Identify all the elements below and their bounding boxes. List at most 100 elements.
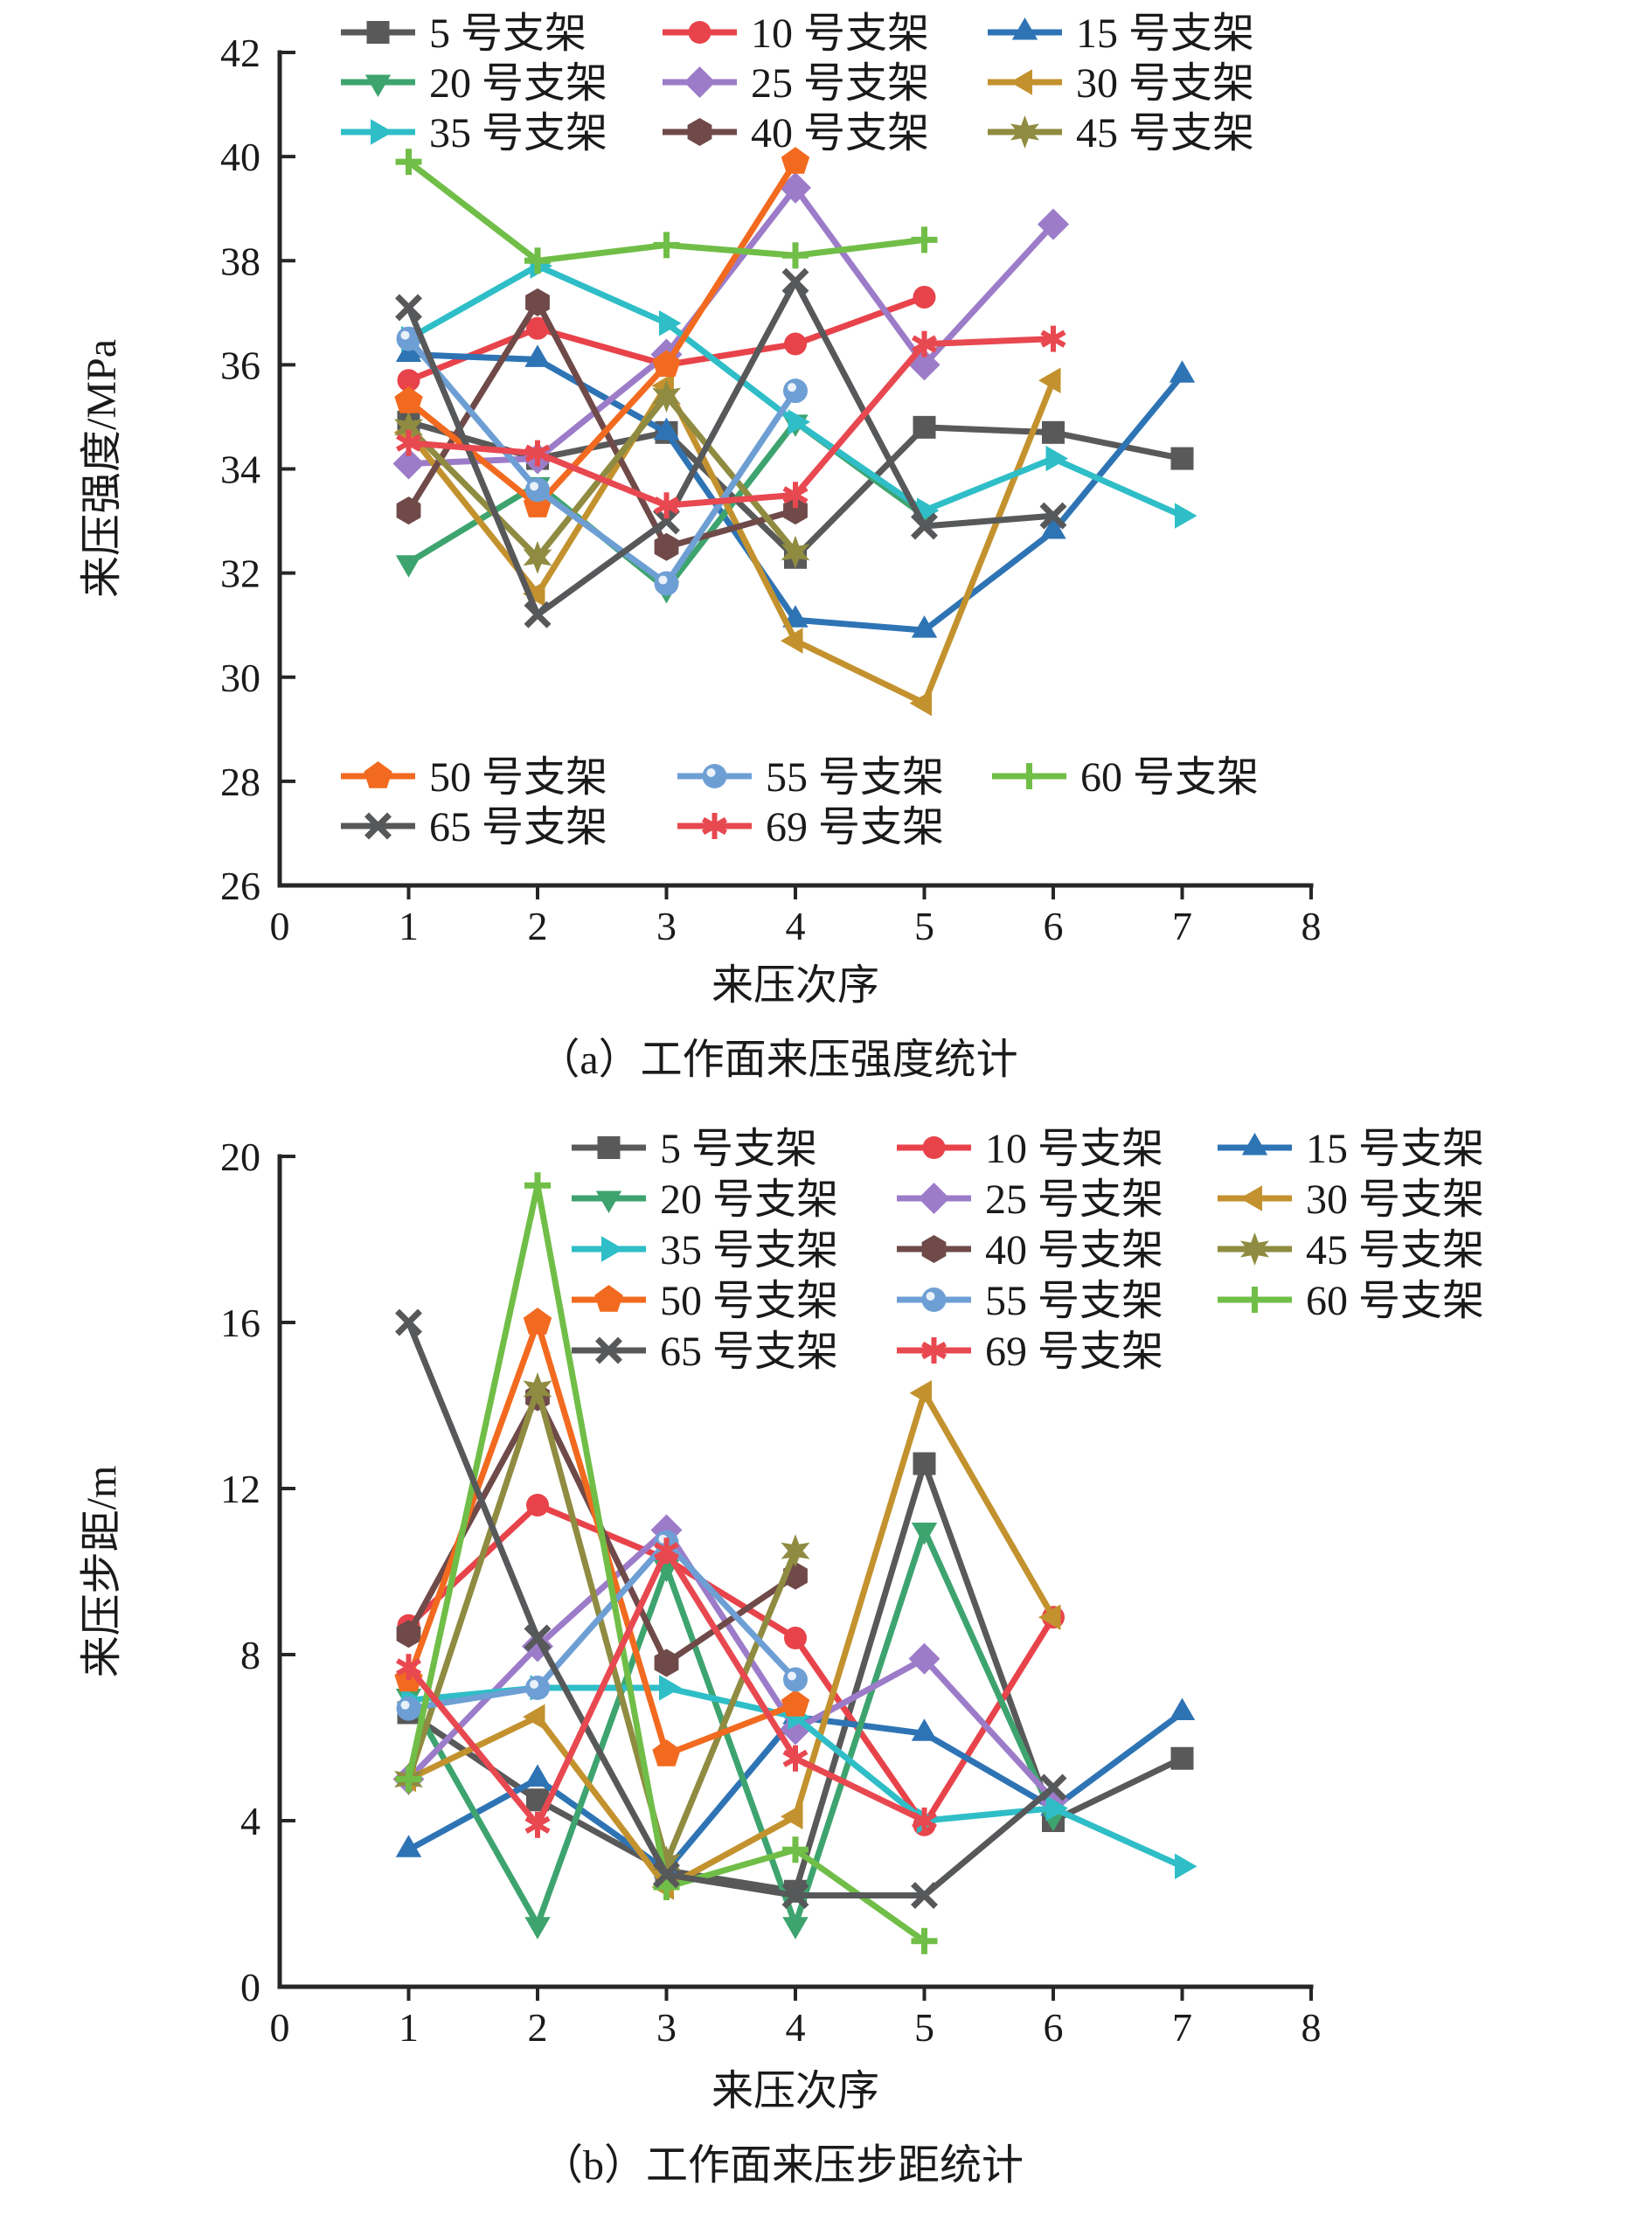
legend-entry-55号支架-label: 55 号支架 [985, 1278, 1163, 1324]
legend-entry-45号支架-marker-star6 [1240, 1232, 1269, 1266]
legend-entry-65号支架-marker-x [595, 1336, 622, 1364]
chart-b-y-tick-label: 0 [240, 1965, 260, 2009]
series-30-point-marker-triangle-left [781, 628, 803, 654]
legend-entry-15号支架-marker-triangle-up [1241, 1133, 1268, 1156]
legend-entry-30号支架-label: 30 号支架 [1306, 1176, 1484, 1223]
series-35-point-marker-triangle-right [1045, 445, 1068, 472]
legend-entry-35号支架-label: 35 号支架 [660, 1227, 838, 1274]
chart-a-y-tick-label: 26 [220, 864, 260, 908]
chart-b-y-tick-label: 20 [220, 1135, 260, 1179]
chart-b-y-tick-label: 16 [220, 1301, 260, 1345]
legend-entry-50号支架-marker-pentagon [364, 761, 392, 788]
series-40-point-marker-hexagon [654, 532, 679, 561]
legend-entry-50号支架-marker-pentagon [594, 1285, 623, 1312]
series-50-point-marker-pentagon [394, 386, 423, 413]
series-line-65号支架 [406, 278, 1057, 618]
chart-a-x-tick-label: 2 [528, 904, 548, 948]
chart-b-y-axis-label: 来压步距/m [79, 1466, 125, 1678]
series-60-point-marker-plus [653, 232, 680, 259]
chart-a-x-tick-label: 6 [1044, 904, 1064, 948]
chart-a-y-tick-label: 34 [220, 448, 260, 492]
series-40-point-marker-hexagon [783, 496, 808, 525]
series-55-point-marker-sphere [783, 378, 808, 404]
legend-entry-40号支架-label: 40 号支架 [751, 110, 929, 156]
series-60-point-marker-plus [911, 226, 938, 253]
legend-entry-25号支架-marker-diamond [684, 66, 716, 98]
series-45-point-marker-star6 [652, 379, 681, 413]
legend-entry-60号支架-marker-plus [1016, 763, 1043, 789]
legend-entry-10号支架-label: 10 号支架 [985, 1126, 1163, 1172]
series-45-point-marker-star6 [523, 540, 552, 574]
chart-a-y-tick-label: 40 [220, 135, 260, 179]
series-55-point-marker-sphere [396, 1696, 421, 1721]
series-15-point-marker-triangle-up [911, 1718, 938, 1741]
series-25-point-marker-diamond [908, 1642, 941, 1675]
legend-entry-15号支架-marker-triangle-up [1011, 17, 1038, 40]
legend-entry-20号支架-marker-triangle-down [595, 1190, 622, 1213]
series-55-point-marker-sphere [783, 1667, 808, 1692]
series-55-point-marker-sphere [525, 477, 550, 503]
series-45-point-marker-star6 [523, 1372, 552, 1405]
chart-b-x-tick-label: 4 [786, 2005, 806, 2050]
series-30-point-marker-triangle-left [909, 1380, 932, 1406]
chart-a-x-tick-label: 8 [1301, 904, 1322, 948]
series-10-point-marker-circle [526, 316, 549, 340]
legend-entry-35号支架-label: 35 号支架 [429, 110, 607, 156]
series-line-55号支架 [406, 1539, 799, 1712]
series-65-point-marker-x [781, 1882, 809, 1909]
chart-b-y-tick-label: 8 [240, 1633, 260, 1677]
legend-entry-35号支架-marker-triangle-right [371, 119, 393, 145]
series-65-point-marker-x [911, 1882, 938, 1909]
legend-entry-10号支架-marker-circle [922, 1136, 946, 1159]
series-55-point-marker-sphere [525, 1676, 550, 1700]
chart-b-x-axis-label: 来压次序 [711, 2068, 879, 2114]
series-line-25号支架 [406, 184, 1057, 467]
legend-entry-20号支架-label: 20 号支架 [429, 60, 607, 107]
series-65-point-marker-x [653, 1861, 680, 1889]
chart-a-x-tick-label: 1 [399, 904, 419, 948]
legend-entry-10号支架-marker-circle [688, 21, 711, 44]
series-69-point-marker-asterisk [524, 440, 551, 467]
legend-entry-60号支架-label: 60 号支架 [1080, 754, 1259, 801]
legend-entry-30号支架-marker-triangle-left [1010, 69, 1032, 95]
series-15-point-marker-triangle-up [1169, 1697, 1196, 1720]
chart-a-x-axis-label: 来压次序 [711, 962, 879, 1009]
series-5-point-marker-square [1042, 420, 1065, 444]
series-30-point-marker-triangle-left [523, 580, 545, 607]
series-65-point-marker-x [524, 600, 552, 628]
series-55-point-marker-sphere-highlight [400, 1700, 410, 1710]
series-69-point-marker-asterisk [396, 1654, 421, 1681]
legend-entry-20号支架-label: 20 号支架 [660, 1176, 838, 1223]
series-15-point-marker-triangle-up [1040, 517, 1066, 539]
legend-entry-40号支架-label: 40 号支架 [985, 1227, 1163, 1274]
legend-entry-40号支架-marker-hexagon [921, 1235, 947, 1263]
series-60-point-marker-plus [395, 1766, 422, 1793]
series-40-point-marker-hexagon [396, 496, 421, 525]
chart-b-x-tick-label: 2 [528, 2005, 548, 2050]
series-55-point-marker-sphere [654, 571, 679, 596]
chart-b-x-tick-label: 8 [1301, 2005, 1322, 2050]
series-25-point-marker-diamond [1038, 208, 1069, 240]
chart-b-x-tick-label: 3 [656, 2005, 677, 2050]
series-15-point-marker-triangle-up [653, 417, 680, 441]
series-55-point-marker-sphere-highlight [658, 575, 668, 585]
chart-a-x-tick-label: 0 [270, 904, 290, 948]
legend-entry-55号支架-marker-sphere-highlight [926, 1292, 935, 1301]
series-30-point-marker-triangle-left [523, 1704, 545, 1730]
legend-entry-55号支架-marker-sphere [702, 764, 727, 788]
series-15-point-marker-triangle-up [395, 1835, 422, 1857]
series-60-point-marker-plus [911, 1927, 938, 1954]
legend-entry-45号支架-marker-star6 [1010, 115, 1039, 149]
chart-a-x-tick-label: 3 [656, 904, 677, 948]
series-25-point-marker-diamond [780, 171, 811, 204]
series-40-point-marker-hexagon [654, 1648, 679, 1677]
legend-entry-65号支架-label: 65 号支架 [429, 804, 607, 850]
series-50-point-marker-pentagon [652, 350, 681, 378]
series-65-point-marker-x [653, 507, 680, 535]
legend-entry-69号支架-marker-asterisk [921, 1337, 947, 1364]
series-55-point-marker-sphere-highlight [400, 330, 410, 340]
series-line-50号支架 [406, 158, 799, 509]
legend-entry-5号支架-marker-square [597, 1136, 621, 1159]
series-69-point-marker-asterisk [654, 1537, 679, 1565]
